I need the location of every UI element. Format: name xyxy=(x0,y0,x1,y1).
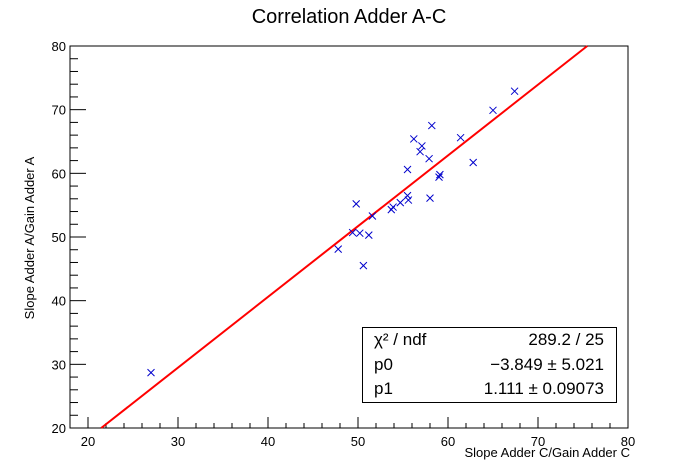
data-point-stroke xyxy=(348,228,357,237)
p0-value: −3.849 ± 5.021 xyxy=(490,355,604,374)
axes: 20 30 40 50 60 70 80 20 30 40 50 60 70 80 xyxy=(52,39,636,449)
data-point-stroke xyxy=(355,229,364,238)
y-tick-label: 70 xyxy=(52,103,66,118)
p1-row: p1 1.111 ± 0.09073 xyxy=(363,379,616,403)
fit-line-group xyxy=(100,45,588,429)
data-point xyxy=(368,212,377,220)
data-point xyxy=(359,261,368,270)
data-points xyxy=(147,87,519,377)
x-tick-label: 60 xyxy=(441,434,455,449)
data-point-stroke xyxy=(456,133,465,142)
data-point-stroke xyxy=(489,106,497,115)
data-point-stroke xyxy=(418,142,426,150)
data-point-stroke xyxy=(396,198,405,207)
y-tick-label: 40 xyxy=(52,294,66,309)
data-point xyxy=(396,198,405,207)
data-point-stroke xyxy=(364,231,373,239)
data-point-stroke xyxy=(409,135,418,143)
data-point-stroke xyxy=(404,196,413,204)
data-point-stroke xyxy=(426,194,434,203)
chi2-row: χ² / ndf 289.2 / 25 xyxy=(363,330,616,354)
x-tick-label: 70 xyxy=(531,434,545,449)
data-point xyxy=(389,203,397,211)
data-point-stroke xyxy=(359,261,368,270)
data-point-stroke xyxy=(469,158,478,167)
data-point xyxy=(425,154,433,163)
chi2-value: 289.2 / 25 xyxy=(528,330,604,349)
x-tick-label: 20 xyxy=(81,434,95,449)
data-point xyxy=(348,228,357,237)
data-point xyxy=(427,121,436,130)
x-axis-label: Slope Adder C/Gain Adder C xyxy=(464,445,631,460)
data-point xyxy=(409,135,418,143)
x-tick-label: 30 xyxy=(171,434,185,449)
data-point xyxy=(469,158,478,167)
chi2-label: χ² / ndf xyxy=(374,330,427,349)
data-point-stroke xyxy=(368,212,377,220)
data-point-stroke xyxy=(403,191,412,200)
y-tick-label: 30 xyxy=(52,357,66,372)
x-tick-label: 50 xyxy=(351,434,365,449)
data-point-stroke xyxy=(427,121,436,130)
chart-title: Correlation Adder A-C xyxy=(251,6,447,28)
data-point xyxy=(510,87,519,96)
data-point xyxy=(418,142,426,150)
data-point xyxy=(426,194,434,203)
y-axis-label: Slope Adder A/Gain Adder A xyxy=(22,156,37,320)
data-point xyxy=(403,165,412,174)
data-point xyxy=(435,173,443,182)
data-point xyxy=(436,170,444,179)
p1-value: 1.111 ± 0.09073 xyxy=(483,379,604,398)
data-point xyxy=(456,133,465,142)
data-point-stroke xyxy=(147,368,155,377)
y-tick-label: 20 xyxy=(52,421,66,436)
data-point-stroke xyxy=(416,147,424,156)
data-point xyxy=(489,106,497,115)
data-point xyxy=(364,231,373,239)
data-point xyxy=(352,200,361,208)
data-point xyxy=(147,368,155,377)
p0-label: p0 xyxy=(374,355,393,374)
x-tick-label: 40 xyxy=(261,434,275,449)
data-point xyxy=(355,229,364,238)
data-point xyxy=(334,245,343,253)
data-point-stroke xyxy=(334,245,343,253)
data-point-stroke xyxy=(403,165,412,174)
x-tick-label: 80 xyxy=(621,434,635,449)
data-point-stroke xyxy=(389,203,397,211)
fit-line xyxy=(100,45,588,429)
data-point xyxy=(403,191,412,200)
data-point-stroke xyxy=(352,200,361,208)
y-tick-label: 80 xyxy=(52,39,66,54)
data-point-stroke xyxy=(425,154,433,163)
fit-statistics-box: χ² / ndf 289.2 / 25 p0 −3.849 ± 5.021 p1… xyxy=(362,327,617,403)
data-point-stroke xyxy=(436,170,444,179)
p0-row: p0 −3.849 ± 5.021 xyxy=(363,355,616,379)
y-tick-label: 50 xyxy=(52,230,66,245)
y-tick-label: 60 xyxy=(52,166,66,181)
data-point-stroke xyxy=(510,87,519,96)
data-point xyxy=(416,147,424,156)
p1-label: p1 xyxy=(374,379,393,398)
data-point-stroke xyxy=(435,173,443,182)
